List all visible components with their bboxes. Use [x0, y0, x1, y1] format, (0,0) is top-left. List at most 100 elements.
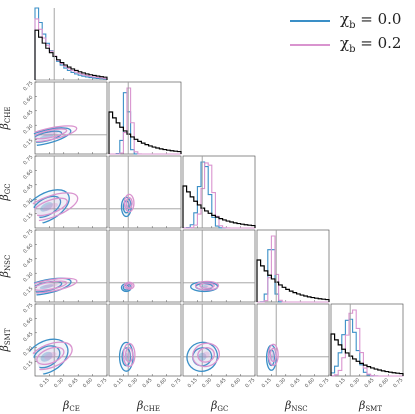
marginal-ce-series-1 [34, 18, 108, 80]
contour-ce-smt-series-1-level-1 [36, 346, 65, 366]
contour-gc-smt-series-1-level-1 [197, 347, 215, 363]
y-tick-label: 0.30 [22, 123, 34, 135]
x-tick-label: 0.75 [96, 377, 108, 389]
legend-swatch [290, 20, 330, 22]
contour-core [42, 283, 58, 288]
axis-subscript: CE [69, 405, 79, 413]
marginal-smt-series-1 [330, 309, 403, 377]
x-tick-label: 0.45 [363, 377, 375, 389]
y-tick-label: 0.15 [22, 360, 34, 372]
marginal-gc-prior [182, 185, 256, 228]
marginal-ce-prior [34, 29, 108, 80]
legend-swatch [290, 44, 330, 46]
y-axis-label-nsc: βNSC [0, 255, 12, 279]
contour-ce-che-series-1-level-0 [24, 125, 78, 143]
y-axis-label-smt: βSMT [0, 328, 12, 352]
x-tick-label: 0.15 [261, 377, 273, 389]
contour-core [40, 351, 53, 362]
y-tick-label: 0.60 [22, 317, 34, 329]
axis-subscript: CHE [143, 405, 160, 413]
y-tick-label: 0.15 [22, 286, 34, 298]
contour-gc-nsc-series-1-level-1 [199, 282, 215, 290]
x-axis-label-nsc: βNSC [284, 399, 308, 413]
y-axis-label-gc: βGC [0, 183, 12, 201]
contour-core [42, 131, 58, 137]
x-tick-label: 0.45 [141, 377, 153, 389]
panel-frame-4-1 [108, 303, 182, 377]
contour-che-smt-series-1-level-1 [124, 347, 134, 363]
marginal-gc-series-1 [183, 162, 255, 229]
x-tick-label: 0.60 [156, 377, 168, 389]
x-tick-label: 0.60 [378, 377, 390, 389]
x-tick-label: 0.75 [392, 377, 404, 389]
x-tick-label: 0.45 [289, 377, 301, 389]
contour-core [202, 351, 210, 359]
x-tick-label: 0.30 [275, 377, 287, 389]
panel-frame-3-1 [108, 229, 182, 303]
marginal-che-series-1 [109, 87, 181, 155]
x-axis-label-che: βCHE [136, 399, 160, 413]
axis-subscript: NSC [291, 405, 307, 413]
contour-core [40, 202, 53, 212]
marginal-che-prior [108, 111, 182, 154]
y-tick-label: 0.45 [22, 183, 34, 195]
panel-frame-1-0 [34, 81, 108, 155]
contour-core [271, 351, 275, 358]
contour-core [127, 351, 131, 359]
x-tick-label: 0.75 [318, 377, 330, 389]
panel-frame-2-1 [108, 155, 182, 229]
legend-label: χb = 0.0 [340, 10, 402, 31]
x-tick-label: 0.15 [187, 377, 199, 389]
axis-subscript: CHE [4, 107, 12, 124]
contour-che-nsc-series-1-level-1 [125, 282, 133, 289]
y-tick-label: 0.60 [22, 95, 34, 107]
marginal-nsc-prior [256, 259, 330, 302]
contour-core [44, 351, 57, 360]
y-tick-label: 0.75 [22, 80, 34, 92]
y-tick-label: 0.45 [22, 331, 34, 343]
x-axis-label-smt: βSMT [358, 399, 382, 413]
y-tick-label: 0.30 [22, 271, 34, 283]
x-tick-label: 0.75 [170, 377, 182, 389]
x-tick-label: 0.60 [304, 377, 316, 389]
panel-frame-4-2 [182, 303, 256, 377]
panel-frame-4-0 [34, 303, 108, 377]
x-tick-label: 0.75 [244, 377, 256, 389]
x-tick-label: 0.30 [127, 377, 139, 389]
y-axis-label-che: βCHE [0, 107, 12, 131]
axis-subscript: SMT [365, 405, 382, 413]
y-tick-label: 0.45 [22, 109, 34, 121]
axis-subscript: GC [4, 183, 12, 194]
axis-subscript: SMT [4, 328, 12, 345]
contour-gc-smt-series-1-level-0 [192, 342, 221, 368]
y-tick-label: 0.45 [22, 257, 34, 269]
axis-subscript: NSC [4, 255, 12, 271]
panel-frame-3-2 [182, 229, 256, 303]
y-tick-label: 0.75 [22, 228, 34, 240]
x-tick-label: 0.15 [113, 377, 125, 389]
y-tick-label: 0.75 [22, 154, 34, 166]
y-tick-label: 0.75 [22, 302, 34, 314]
contour-core [127, 200, 131, 206]
contour-core [42, 202, 59, 211]
x-axis-label-ce: βCE [62, 399, 80, 413]
x-tick-label: 0.45 [215, 377, 227, 389]
marginal-nsc-series-1 [257, 235, 329, 303]
contour-core [197, 352, 207, 361]
y-tick-label: 0.60 [22, 169, 34, 181]
axis-subscript: GC [217, 405, 228, 413]
y-tick-label: 0.30 [22, 197, 34, 209]
x-tick-label: 0.45 [67, 377, 79, 389]
x-tick-label: 0.60 [82, 377, 94, 389]
legend-item-chib-0: χb = 0.0 [288, 10, 410, 32]
contour-core [39, 284, 54, 289]
x-tick-label: 0.15 [39, 377, 51, 389]
marginal-smt-prior [330, 333, 404, 376]
x-tick-label: 0.30 [349, 377, 361, 389]
contour-core [127, 284, 131, 287]
y-tick-label: 0.60 [22, 243, 34, 255]
contour-core [203, 284, 211, 287]
legend: χb = 0.0 χb = 0.2 [288, 8, 410, 58]
x-axis-label-gc: βGC [210, 399, 228, 413]
